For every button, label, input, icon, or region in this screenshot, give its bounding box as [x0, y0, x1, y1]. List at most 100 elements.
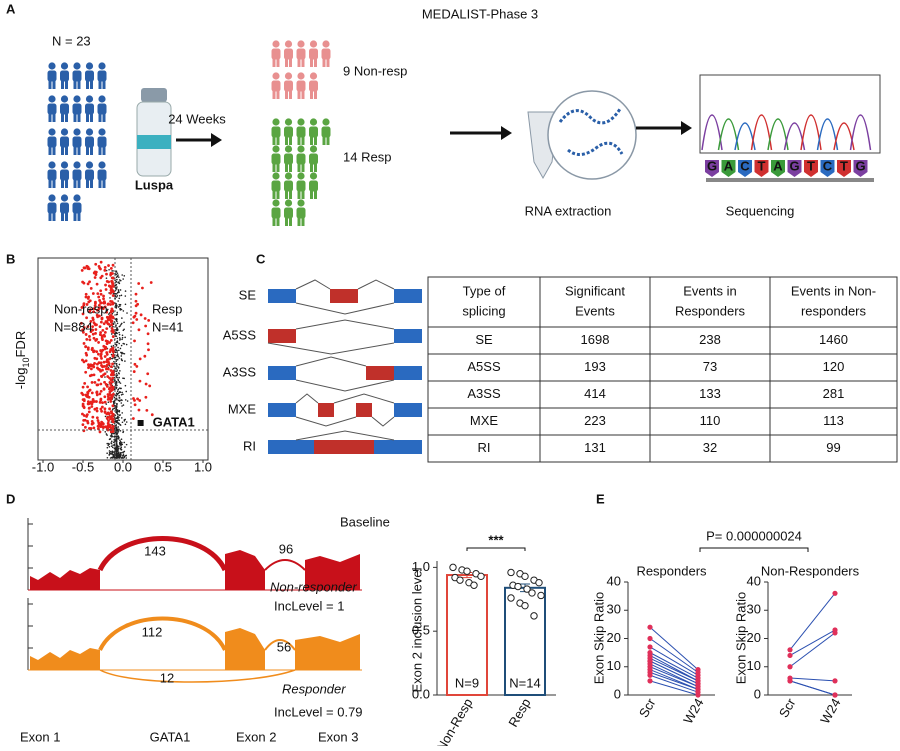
- sig-gene-point: [110, 287, 113, 291]
- sig-gene-point: [109, 320, 113, 324]
- sig-gene-point: [83, 418, 87, 422]
- table-cell: 414: [584, 386, 606, 401]
- body: [284, 126, 293, 138]
- gene-point: [115, 302, 117, 305]
- gene-point: [118, 394, 120, 397]
- leg: [314, 90, 317, 99]
- body: [47, 169, 57, 181]
- body: [271, 180, 281, 192]
- event-label: A5SS: [223, 327, 257, 342]
- gene-point: [121, 391, 123, 394]
- sig-gene-point: [88, 335, 91, 338]
- gene-point: [110, 442, 113, 444]
- leg: [52, 113, 56, 122]
- body: [296, 48, 306, 60]
- leg: [61, 212, 64, 221]
- body: [271, 153, 281, 165]
- gene-point: [115, 296, 118, 298]
- y-tick-label: 0: [754, 686, 761, 701]
- junction-arc: [99, 669, 296, 683]
- table-cell: 133: [699, 386, 721, 401]
- leg: [90, 113, 93, 122]
- base-tag: [820, 160, 835, 177]
- gene-point: [116, 409, 119, 411]
- sig-gene-point: [144, 324, 148, 328]
- arrow-head: [501, 126, 512, 140]
- sig-gene-point: [106, 318, 110, 322]
- peak: [767, 118, 789, 151]
- sig-gene-point: [111, 316, 115, 320]
- gene-point: [116, 341, 118, 343]
- sig-gene-point: [83, 425, 87, 429]
- gene-point: [121, 336, 124, 339]
- gene-point: [118, 342, 120, 345]
- leg: [289, 163, 292, 172]
- sig-gene-point: [104, 288, 108, 291]
- leg: [98, 80, 102, 89]
- gene-point: [117, 392, 120, 395]
- leg: [297, 190, 301, 199]
- body: [309, 153, 318, 165]
- gene-point: [122, 404, 125, 406]
- head: [297, 172, 305, 180]
- body: [60, 202, 69, 214]
- gene-point: [110, 440, 113, 443]
- gene-point: [123, 377, 125, 380]
- body: [60, 70, 69, 82]
- gene-point: [120, 351, 122, 354]
- leg: [73, 146, 77, 155]
- leg: [285, 90, 288, 99]
- sig-gene-point: [111, 353, 115, 357]
- sig-gene-point: [149, 281, 153, 284]
- gene-point: [117, 346, 119, 349]
- person-icon: [296, 172, 306, 199]
- gene-point: [119, 442, 121, 444]
- gene-point: [119, 289, 122, 291]
- body: [72, 202, 82, 214]
- y-tick-label: 20: [607, 630, 621, 645]
- leg: [276, 163, 280, 172]
- sig-gene-point: [86, 325, 90, 328]
- head: [73, 62, 81, 70]
- gene-point: [110, 345, 113, 348]
- leg: [65, 179, 68, 188]
- sig-gene-point: [133, 314, 137, 318]
- gene-point: [104, 376, 106, 378]
- sig-gene-point: [98, 333, 102, 337]
- sig-gene-point: [101, 426, 105, 430]
- peak: [750, 114, 773, 151]
- gene-point: [119, 430, 122, 432]
- head: [322, 40, 330, 48]
- sig-gene-point: [89, 367, 93, 371]
- sig-gene-point: [97, 352, 100, 356]
- sig-gene-point: [81, 412, 84, 416]
- gene-point: [113, 407, 116, 410]
- sig-gene-point: [81, 280, 85, 284]
- gene-point: [115, 305, 117, 308]
- sig-gene-point: [103, 330, 107, 334]
- sig-gene-point: [93, 407, 97, 411]
- gene-point: [120, 402, 123, 404]
- data-point: [456, 576, 464, 584]
- sig-gene-point: [94, 273, 98, 276]
- sig-gene-point: [131, 321, 135, 325]
- sig-gene-point: [109, 273, 113, 277]
- head: [60, 128, 69, 136]
- person-icon: [47, 62, 57, 89]
- sig-gene-point: [132, 397, 135, 400]
- sig-gene-point: [97, 421, 101, 425]
- peak: [701, 114, 723, 151]
- x-tick-label: 0.0: [114, 459, 132, 474]
- data-point: [521, 601, 529, 610]
- data-point: [832, 678, 838, 684]
- head: [98, 128, 106, 136]
- gene-point: [117, 435, 120, 437]
- base-tag: [853, 160, 868, 177]
- pair-line: [649, 657, 699, 682]
- body: [47, 136, 57, 148]
- sig-gene-point: [111, 362, 114, 366]
- person-icon: [309, 145, 318, 172]
- sig-gene-point: [99, 267, 102, 271]
- leg: [301, 190, 305, 199]
- leg: [285, 136, 288, 145]
